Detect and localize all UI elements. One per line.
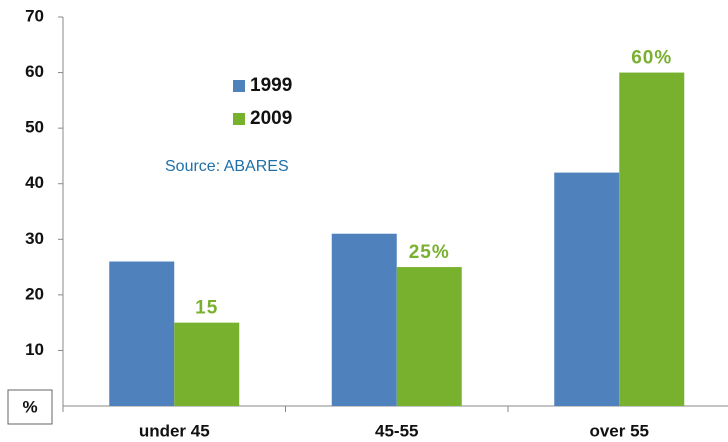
y-tick-label: 20 — [25, 284, 44, 303]
data-label: 60% — [631, 48, 672, 69]
y-axis-label: % — [22, 397, 37, 416]
y-tick-label: 40 — [25, 173, 44, 192]
data-label: 25% — [409, 242, 450, 263]
legend-swatch — [233, 113, 245, 125]
legend-label: 1999 — [250, 75, 292, 96]
bar — [554, 172, 620, 406]
legend-label: 2009 — [250, 108, 292, 129]
y-tick-label: 60 — [25, 62, 44, 81]
legend-swatch — [233, 80, 245, 92]
x-tick-label: 45-55 — [375, 421, 418, 440]
bar — [174, 322, 240, 406]
y-tick-label: 70 — [25, 6, 44, 25]
x-tick-label: over 55 — [589, 421, 649, 440]
annotation: Source: ABARES — [165, 158, 289, 175]
bar — [396, 267, 462, 406]
y-tick-label: 30 — [25, 229, 44, 248]
data-label: 15 — [195, 298, 218, 319]
unit-box — [7, 389, 53, 425]
bar — [619, 72, 685, 407]
y-tick-label: 10 — [25, 340, 44, 359]
x-tick-label: under 45 — [139, 421, 210, 440]
bar — [109, 261, 175, 406]
bar — [331, 233, 397, 406]
y-tick-label: 50 — [25, 118, 44, 137]
